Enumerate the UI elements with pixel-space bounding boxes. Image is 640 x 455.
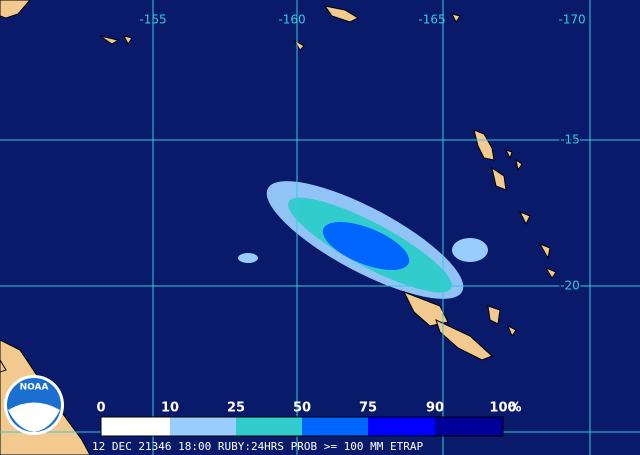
legend-swatch [236, 417, 302, 436]
legend-swatch [170, 417, 236, 436]
legend-label: 100 [489, 401, 516, 416]
lon-label: -165 [418, 13, 445, 27]
legend-swatch [435, 417, 503, 436]
lon-label: -160 [278, 13, 305, 27]
legend-label: 50 [293, 401, 311, 416]
logo: NOAA [4, 375, 64, 435]
legend-frame [100, 416, 504, 437]
legend-label: 10 [161, 401, 179, 416]
legend-label: 90 [426, 401, 444, 416]
legend: 0 10 25 50 75 90 100% [96, 401, 522, 437]
legend-unit: % [508, 401, 521, 416]
probability-field [238, 181, 488, 299]
lat-label: -15 [560, 133, 580, 147]
legend-label: 25 [227, 401, 245, 416]
logo-text: NOAA [20, 383, 49, 393]
caption: 12 DEC 21346 18:00 RUBY:24HRS PROB >= 10… [92, 440, 424, 453]
lat-label: -20 [560, 279, 580, 293]
lon-label: -170 [558, 13, 585, 27]
legend-swatch [302, 417, 368, 436]
lon-label: -155 [139, 13, 166, 27]
legend-swatch [368, 417, 435, 436]
legend-label: 75 [359, 401, 377, 416]
legend-swatch [101, 417, 170, 436]
legend-label: 0 [96, 401, 105, 416]
graticule-labels: -155 -160 -165 -170 -15 -20 [139, 13, 585, 295]
